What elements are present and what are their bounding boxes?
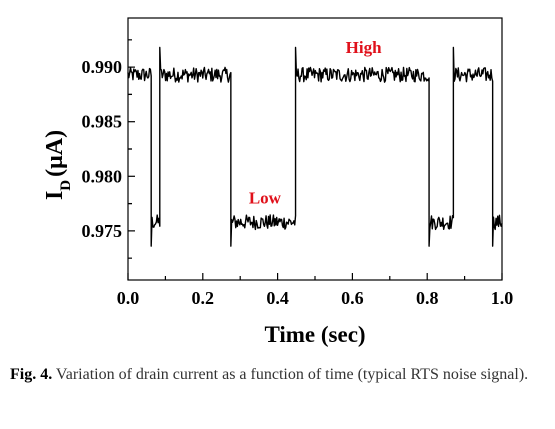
rts-noise-chart: 0.0 0.2 0.4 0.6 0.8 1.0 0.975 0.980 0.985 0.990 H… [42, 17, 514, 347]
annotation-low: Low [249, 189, 282, 208]
x-tick-label: 0.2 [192, 288, 215, 308]
plot-frame [127, 17, 503, 281]
x-tick-label: 0.8 [416, 288, 439, 308]
figure-caption-label: Fig. 4. [10, 366, 53, 383]
y-tick-label: 0.975 [82, 221, 123, 241]
x-tick-label: 0.6 [341, 288, 364, 308]
figure-caption: Fig. 4. Variation of drain current as a … [10, 362, 540, 388]
x-tick-label: 0.4 [266, 288, 289, 308]
figure-caption-text: Variation of drain current as a function… [52, 366, 529, 383]
y-axis-title-unit: (μA) [42, 130, 68, 177]
x-tick-label: 1.0 [491, 288, 514, 308]
y-axis-title-subscript: D [58, 180, 74, 191]
annotation-high: High [346, 38, 382, 57]
y-tick-label: 0.990 [82, 57, 123, 77]
x-axis-title: Time (sec) [264, 322, 365, 347]
y-tick-label: 0.980 [82, 166, 123, 186]
svg-text:ID(μA): ID (μA) [42, 130, 74, 200]
axis-tick-labels: 0.0 0.2 0.4 0.6 0.8 1.0 0.975 0.980 0.985 0.990 [82, 57, 514, 308]
annotations: High Low [249, 38, 382, 208]
axis-ticks [127, 39, 503, 280]
y-tick-label: 0.985 [82, 112, 123, 132]
y-axis-title-main: I [42, 191, 68, 200]
y-axis-title: ID (μA) [42, 130, 74, 200]
x-tick-label: 0.0 [117, 288, 140, 308]
series-line-drain-current [127, 46, 503, 247]
